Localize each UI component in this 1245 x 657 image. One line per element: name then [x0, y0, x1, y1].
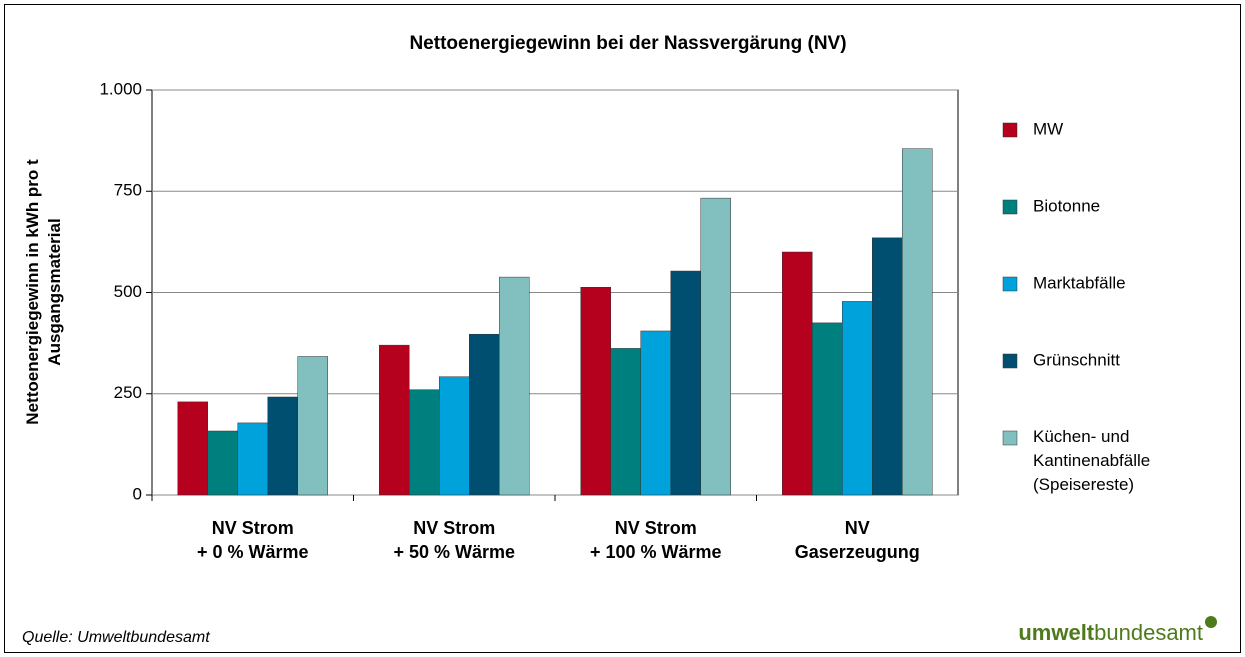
logo-mark	[1205, 616, 1217, 628]
y-axis-label: Nettoenergiegewinn in kWh pro t Ausgangsm…	[23, 159, 64, 425]
y-axis-label-line: Ausgangsmaterial	[45, 218, 64, 365]
legend-label: Marktabfälle	[1033, 273, 1126, 292]
legend-swatch	[1002, 430, 1018, 446]
x-tick-label: NV Strom	[615, 518, 697, 538]
y-tick-label: 1.000	[99, 79, 142, 98]
bar	[267, 396, 298, 496]
bar	[297, 356, 328, 496]
legend-swatch	[1002, 353, 1018, 369]
x-tick-label: NV Strom	[212, 518, 294, 538]
y-tick-label: 250	[114, 383, 142, 402]
bar	[842, 301, 873, 496]
legend-swatch	[1002, 276, 1018, 292]
bar	[812, 322, 843, 496]
bar	[640, 330, 671, 496]
bar	[409, 389, 440, 496]
y-tick-label: 750	[114, 181, 142, 200]
bar	[207, 430, 238, 496]
bar	[700, 197, 731, 496]
bar	[439, 376, 470, 496]
legend-label-line: Kantinenabfälle	[1033, 451, 1150, 470]
legend-label-line: (Speisereste)	[1033, 475, 1134, 494]
x-tick-label: Gaserzeugung	[795, 542, 920, 562]
legend-swatch	[1002, 122, 1018, 138]
legend-label: Biotonne	[1033, 196, 1100, 215]
chart-title: Nettoenergiegewinn bei der Nassvergärung…	[409, 33, 846, 54]
bar	[177, 401, 208, 496]
bar	[237, 422, 268, 496]
bar	[610, 348, 641, 496]
y-axis-label-line: Nettoenergiegewinn in kWh pro t	[23, 159, 42, 425]
bar	[670, 270, 701, 496]
legend-label-line: Küchen- und	[1033, 427, 1129, 446]
legend-swatch	[1002, 199, 1018, 215]
logo-part: umwelt	[1018, 620, 1094, 645]
frame	[4, 4, 1241, 653]
legend-label: MW	[1033, 119, 1063, 138]
y-tick-label: 0	[133, 484, 142, 503]
bar	[872, 237, 903, 496]
bar	[902, 148, 933, 496]
x-tick-label: + 100 % Wärme	[590, 542, 722, 562]
x-tick-label: NV Strom	[413, 518, 495, 538]
source: Quelle: Umweltbundesamt	[22, 629, 210, 646]
logo-part: bundesamt	[1094, 620, 1203, 645]
bar	[782, 251, 813, 496]
legend-label: Küchen- und Kantinenabfälle (Speisereste)	[1033, 427, 1150, 494]
y-tick-label: 500	[114, 282, 142, 301]
logo: umweltbundesamt	[1018, 620, 1203, 645]
bar	[499, 276, 530, 496]
bar	[469, 333, 500, 496]
x-tick-label: + 0 % Wärme	[197, 542, 309, 562]
legend-label: Grünschnitt	[1033, 350, 1120, 369]
bar	[379, 344, 410, 496]
bar	[580, 286, 611, 496]
x-tick-label: NV	[845, 518, 870, 538]
x-tick-label: + 50 % Wärme	[393, 542, 515, 562]
